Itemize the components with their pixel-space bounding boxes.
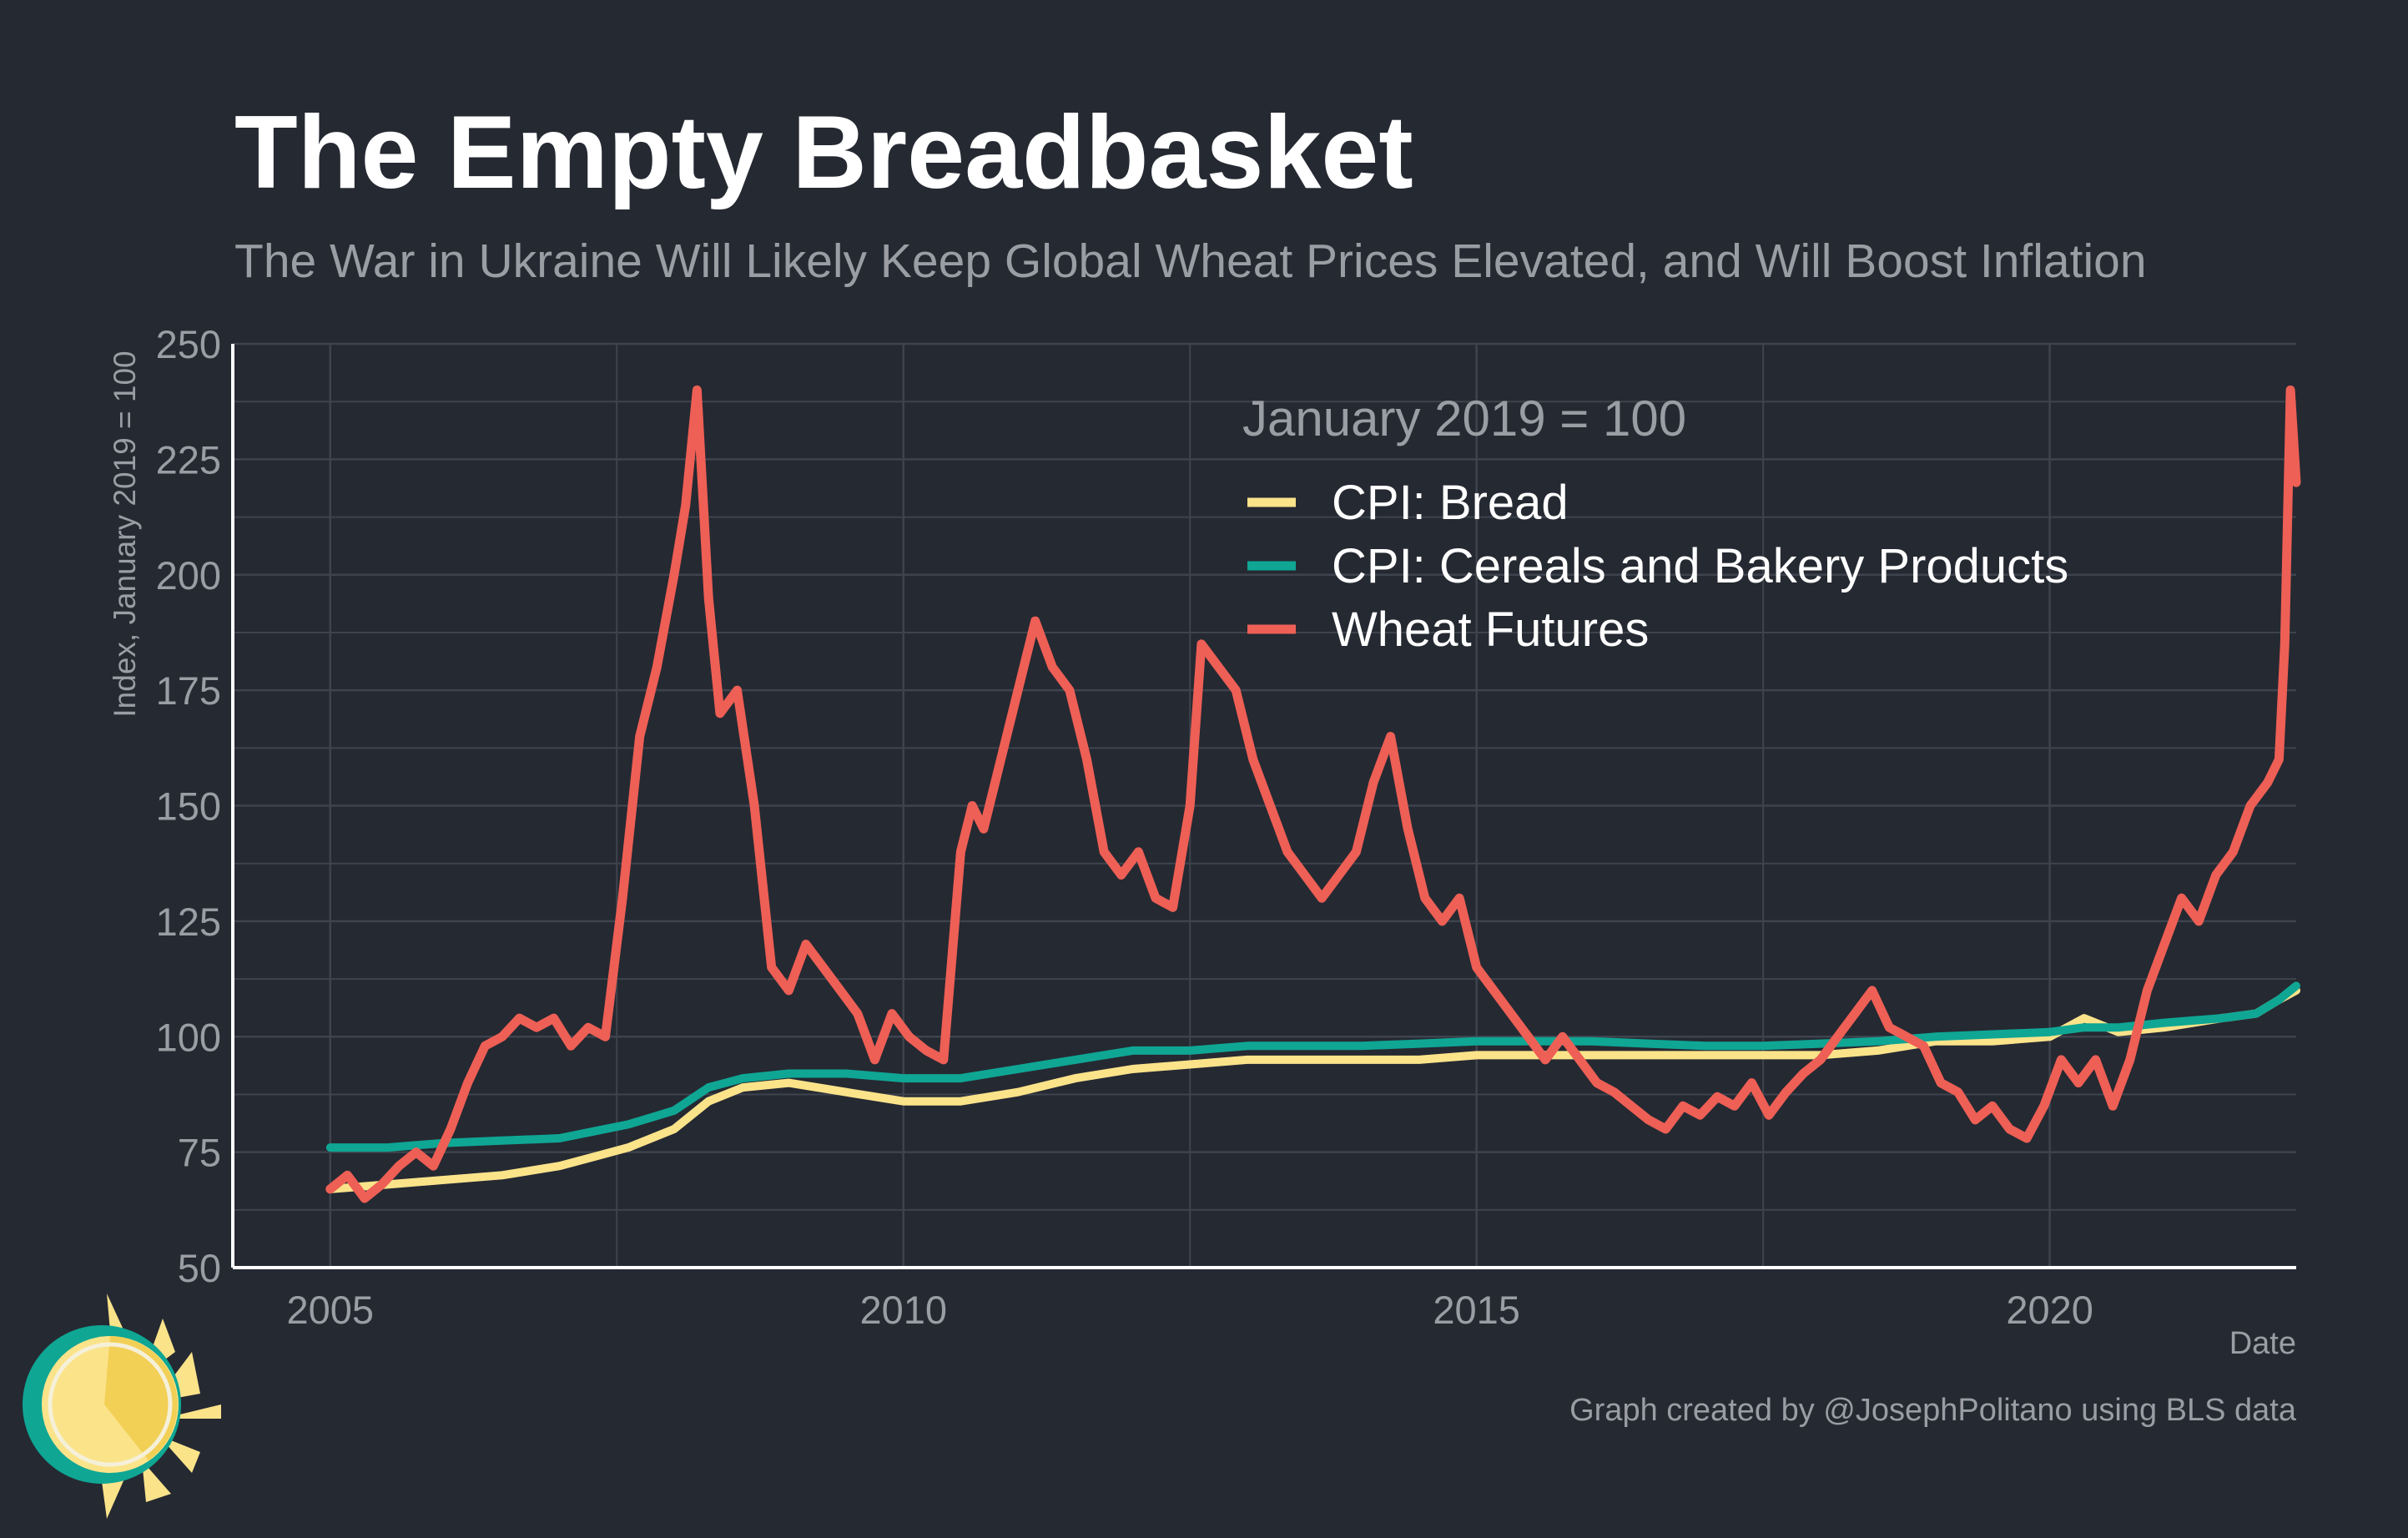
x-tick-label: 2015	[1433, 1288, 1520, 1332]
axes	[231, 344, 2296, 1269]
series-line-wheat-futures	[325, 385, 2301, 1203]
legend-label: CPI: Cereals and Bakery Products	[1332, 539, 2068, 593]
y-tick-label: 50	[178, 1246, 221, 1290]
legend-label: CPI: Bread	[1332, 476, 1569, 530]
series-line-cpi-cereals-and-bakery-products	[325, 981, 2300, 1152]
series-line-cpi-bread	[325, 986, 2300, 1193]
y-tick-label: 150	[156, 784, 221, 829]
legend-title: January 2019 = 100	[1242, 391, 1686, 446]
y-axis-label: Index, January 2019 = 100	[108, 350, 142, 717]
y-tick-label: 75	[178, 1131, 221, 1175]
x-tick-label: 2010	[859, 1288, 947, 1332]
legend: January 2019 = 100 CPI: Bread CPI: Cereal…	[1242, 391, 2068, 657]
y-tick-label: 200	[156, 553, 221, 598]
legend-label: Wheat Futures	[1332, 603, 1649, 657]
series-lines	[325, 385, 2301, 1203]
y-tick-label: 250	[156, 322, 221, 366]
grid	[233, 342, 2296, 1269]
x-tick-label: 2005	[286, 1288, 374, 1332]
y-tick-label: 100	[156, 1015, 221, 1059]
y-tick-label: 125	[156, 900, 221, 944]
x-tick-label: 2020	[2006, 1288, 2093, 1332]
sun-logo-icon	[23, 1293, 221, 1519]
y-axis-ticks: 50 75 100 125 150 175 200 225 250	[156, 322, 221, 1290]
x-axis-label: Date	[2229, 1326, 2296, 1361]
caption: Graph created by @JosephPolitano using B…	[1569, 1393, 2297, 1428]
chart-subtitle: The War in Ukraine Will Likely Keep Glob…	[234, 234, 2147, 288]
x-axis-ticks: 2005 2010 2015 2020	[286, 1288, 2093, 1332]
chart-title: The Empty Breadbasket	[234, 95, 1413, 210]
y-tick-label: 175	[156, 668, 221, 713]
y-tick-label: 225	[156, 437, 221, 482]
